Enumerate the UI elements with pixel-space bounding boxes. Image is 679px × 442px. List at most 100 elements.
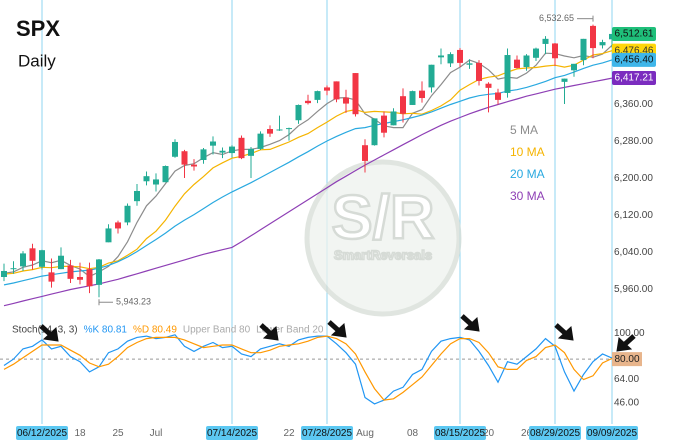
candle-body xyxy=(162,166,169,183)
candle-body xyxy=(523,55,530,68)
y-tick-label: 6,280.00 xyxy=(614,136,653,147)
price-tag-label: 6,417.21 xyxy=(615,73,654,84)
chart-subtitle: Daily xyxy=(18,51,56,70)
y-tick-label: 64.00 xyxy=(614,374,639,385)
x-tick-label: 26 xyxy=(521,428,533,439)
candle-body xyxy=(571,63,577,71)
candle-body xyxy=(229,146,235,154)
candle-body xyxy=(352,73,359,115)
candle-body xyxy=(580,38,587,61)
date-box xyxy=(206,426,258,440)
candle-body xyxy=(29,248,36,261)
x-tick-label: 22 xyxy=(283,428,295,439)
ma-line xyxy=(3,50,613,275)
annotation: 6,532.65 xyxy=(539,13,574,23)
candle-body xyxy=(552,43,558,59)
x-tick-label: 18 xyxy=(74,428,86,439)
ma-line xyxy=(3,77,613,307)
legend-entry: %D 80.49 xyxy=(133,325,177,336)
y-tick-label: 80.00 xyxy=(614,354,639,365)
candle-body xyxy=(514,59,520,68)
y-tick-label: 5,960.00 xyxy=(614,284,653,295)
candle-body xyxy=(419,90,425,99)
date-box xyxy=(301,426,353,440)
stoch-line xyxy=(3,335,613,401)
candle-body xyxy=(86,269,93,287)
candle-body xyxy=(495,92,501,100)
date-label: 08/15/2025 xyxy=(435,428,485,439)
price-tag xyxy=(612,52,656,67)
x-tick-label: Aug xyxy=(356,428,374,439)
candle-body xyxy=(324,87,330,91)
candle-body xyxy=(590,25,596,49)
candle-body xyxy=(48,272,55,282)
candle-body xyxy=(20,253,26,267)
y-tick-label: 6,040.00 xyxy=(614,247,653,258)
candle-body xyxy=(115,222,121,229)
chart-title: SPX xyxy=(16,16,60,41)
x-tick-label: 20 xyxy=(483,428,495,439)
arrow xyxy=(39,324,59,342)
candle-body xyxy=(238,137,245,159)
candle-body xyxy=(542,38,549,44)
candle-body xyxy=(210,141,216,146)
legend-entry: 5 MA xyxy=(510,123,538,137)
ma-line xyxy=(3,44,613,278)
candle-body xyxy=(96,259,102,285)
candle-body xyxy=(67,265,74,279)
price-tag-label: 6,512.61 xyxy=(615,29,654,40)
x-tick-label: Jul xyxy=(150,428,163,439)
candle-body xyxy=(267,129,273,134)
candle-body xyxy=(485,83,492,88)
legend-entry: 10 MA xyxy=(510,145,545,159)
legend-entry: %K 80.81 xyxy=(84,325,128,336)
candle-body xyxy=(172,141,178,157)
candle-body xyxy=(105,228,112,243)
arrow xyxy=(554,323,574,341)
y-tick-label: 6,120.00 xyxy=(614,210,653,221)
arrow xyxy=(460,314,480,332)
price-tag-label: 6,456.40 xyxy=(615,55,654,66)
candle-body xyxy=(504,55,511,93)
date-box xyxy=(16,426,68,440)
candle-body xyxy=(333,81,340,100)
price-tag xyxy=(612,26,656,41)
candle-body xyxy=(599,42,606,46)
legend-entry: 20 MA xyxy=(510,167,545,181)
x-tick-label: 25 xyxy=(112,428,124,439)
annotation: 5,943.23 xyxy=(116,297,151,307)
candle-body xyxy=(314,91,321,100)
band-label: Lower Band 20 xyxy=(256,325,324,336)
date-label: 07/28/2025 xyxy=(302,428,352,439)
watermark: S/R SmartReversals xyxy=(304,159,462,317)
candle-body xyxy=(77,276,83,280)
candle-body xyxy=(466,63,473,65)
candle-body xyxy=(181,151,188,165)
legend-entry: 30 MA xyxy=(510,189,545,203)
candle-body xyxy=(39,250,45,267)
candle-body xyxy=(438,55,444,58)
candle-body xyxy=(219,150,226,153)
ma-line xyxy=(3,59,613,286)
stoch-line xyxy=(3,334,613,405)
candle-body xyxy=(409,91,416,105)
candle-body xyxy=(134,190,140,202)
candle-body xyxy=(143,176,150,182)
candle-body xyxy=(200,149,207,160)
date-label: 07/14/2025 xyxy=(207,428,257,439)
candle-body xyxy=(153,179,159,185)
arrow xyxy=(259,323,279,341)
candle-body xyxy=(381,115,387,133)
candle-body xyxy=(276,129,283,131)
watermark-subtext: SmartReversals xyxy=(334,247,432,262)
candle-body xyxy=(428,64,435,88)
y-tick-label: 46.00 xyxy=(614,397,639,408)
date-label: 09/09/2025 xyxy=(587,428,637,439)
band-label: Upper Band 80 xyxy=(183,325,251,336)
candle-body xyxy=(362,145,368,161)
y-tick-label: 6,360.00 xyxy=(614,99,653,110)
y-tick-label: 100.00 xyxy=(614,328,645,339)
date-label: 06/12/2025 xyxy=(17,428,67,439)
candle-body xyxy=(447,54,454,64)
